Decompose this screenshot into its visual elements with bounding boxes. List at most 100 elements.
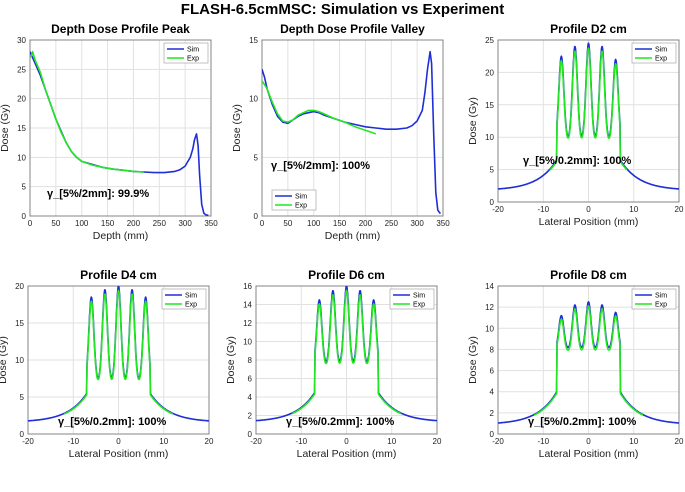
y-tick-label: 6 [490, 367, 495, 376]
x-tick-label: -20 [492, 205, 504, 214]
y-tick-label: 0 [248, 430, 253, 439]
series-line-exp [63, 289, 174, 415]
y-tick-label: 10 [485, 324, 494, 333]
plot-border [29, 39, 212, 217]
series-line-sim [256, 286, 437, 422]
x-tick-label: 0 [260, 219, 265, 228]
legend-box [161, 288, 207, 310]
legend-label-exp: Exp [413, 302, 425, 309]
gamma-annotation: γ_[5%/0.2mm]: 100% [523, 155, 631, 167]
x-tick-label: 0 [116, 437, 121, 446]
x-tick-label: 10 [387, 437, 396, 446]
x-tick-label: 350 [204, 219, 218, 228]
legend-box [631, 288, 677, 310]
y-axis-label: Dose (Gy) [467, 97, 479, 145]
series-line-exp [262, 80, 377, 135]
plot-border [261, 39, 444, 217]
x-tick-label: 300 [178, 219, 192, 228]
y-tick-label: 20 [17, 95, 26, 104]
chart-depth-dose-profile-peak: 0 50 100 150 200 250 300 350 0 5 10 15 20 25 30 Depth D… [0, 22, 218, 242]
y-tick-label: 14 [485, 282, 494, 291]
plot-area [261, 39, 444, 217]
y-tick-label: 10 [249, 95, 258, 104]
series-line-sim [262, 50, 442, 215]
x-tick-label: 0 [586, 205, 591, 214]
x-tick-label: 0 [28, 219, 33, 228]
y-tick-label: 25 [485, 36, 494, 45]
x-tick-label: 300 [410, 219, 424, 228]
legend: Sim Exp [389, 288, 435, 310]
plot-border [497, 285, 680, 435]
x-tick-label: 10 [629, 205, 638, 214]
chart-title: Depth Dose Profile Valley [280, 22, 425, 36]
x-tick-label: -10 [67, 437, 79, 446]
legend-box [631, 42, 677, 64]
x-tick-label: -20 [492, 437, 504, 446]
y-axis-label: Dose (Gy) [231, 104, 243, 152]
y-axis-label: Dose (Gy) [225, 336, 237, 384]
x-tick-label: -10 [295, 437, 307, 446]
x-axis-label: Lateral Position (mm) [539, 216, 639, 228]
x-tick-label: 100 [75, 219, 89, 228]
legend-box [163, 42, 209, 64]
chart-profile-d6-cm: -20 -10 0 10 20 0 2 4 6 8 10 12 14 16 Profile D6 cm Lat… [225, 268, 442, 460]
x-tick-label: 50 [51, 219, 60, 228]
y-axis-label: Dose (Gy) [467, 336, 479, 384]
x-axis-label: Lateral Position (mm) [297, 448, 397, 460]
x-tick-label: 250 [385, 219, 399, 228]
gamma-annotation: γ_[5%/0.2mm]: 100% [286, 416, 394, 428]
x-axis-label: Depth (mm) [325, 230, 380, 242]
y-tick-label: 30 [17, 36, 26, 45]
x-tick-label: 100 [307, 219, 321, 228]
legend-label-sim: Sim [655, 47, 667, 54]
y-tick-label: 10 [243, 338, 252, 347]
y-tick-label: 2 [248, 412, 253, 421]
legend-label-sim: Sim [655, 293, 667, 300]
x-tick-label: 0 [586, 437, 591, 446]
y-axis-label: Dose (Gy) [0, 104, 11, 152]
legend: Sim Exp [161, 288, 207, 310]
plot-border [497, 39, 680, 203]
legend-label-sim: Sim [187, 47, 199, 54]
x-axis-label: Depth (mm) [93, 230, 148, 242]
x-axis-label: Lateral Position (mm) [69, 448, 169, 460]
chart-title: Profile D6 cm [308, 268, 385, 282]
legend-box [271, 189, 317, 211]
chart-title: Profile D2 cm [550, 22, 627, 36]
legend-box [389, 288, 435, 310]
y-tick-label: 5 [490, 166, 495, 175]
x-tick-label: 20 [675, 205, 684, 214]
series-line-exp [533, 305, 644, 416]
legend-label-sim: Sim [413, 293, 425, 300]
chart-title: Profile D4 cm [80, 268, 157, 282]
y-tick-label: 10 [15, 356, 24, 365]
gamma-annotation: γ_[5%/2mm]: 99.9% [47, 188, 149, 200]
x-tick-label: -20 [22, 437, 34, 446]
series-line-exp [549, 47, 628, 171]
legend-label-exp: Exp [655, 302, 667, 309]
series-line-sim [498, 42, 679, 190]
y-tick-label: 0 [20, 430, 25, 439]
legend: Sim Exp [631, 42, 677, 64]
legend-label-sim: Sim [295, 194, 307, 201]
y-tick-label: 0 [22, 212, 27, 221]
gamma-annotation: γ_[5%/0.2mm]: 100% [58, 416, 166, 428]
series-line-sim [28, 286, 209, 422]
y-tick-label: 12 [243, 319, 252, 328]
legend-label-exp: Exp [655, 56, 667, 63]
series-line-exp [291, 289, 402, 415]
x-tick-label: -10 [537, 205, 549, 214]
chart-depth-dose-profile-valley: 0 50 100 150 200 250 300 350 0 5 10 15 Depth Dose Pr… [231, 22, 450, 242]
y-tick-label: 15 [15, 319, 24, 328]
x-tick-label: 0 [344, 437, 349, 446]
legend-label-exp: Exp [185, 302, 197, 309]
x-tick-label: 20 [433, 437, 442, 446]
chart-title: Profile D8 cm [550, 268, 627, 282]
y-tick-label: 15 [485, 101, 494, 110]
y-tick-label: 0 [490, 430, 495, 439]
y-tick-label: 20 [15, 282, 24, 291]
chart-profile-d8-cm: -20 -10 0 10 20 0 2 4 6 8 10 12 14 Profile D8 cm Later… [467, 268, 684, 460]
legend: Sim Exp [163, 42, 209, 64]
y-tick-label: 10 [485, 133, 494, 142]
